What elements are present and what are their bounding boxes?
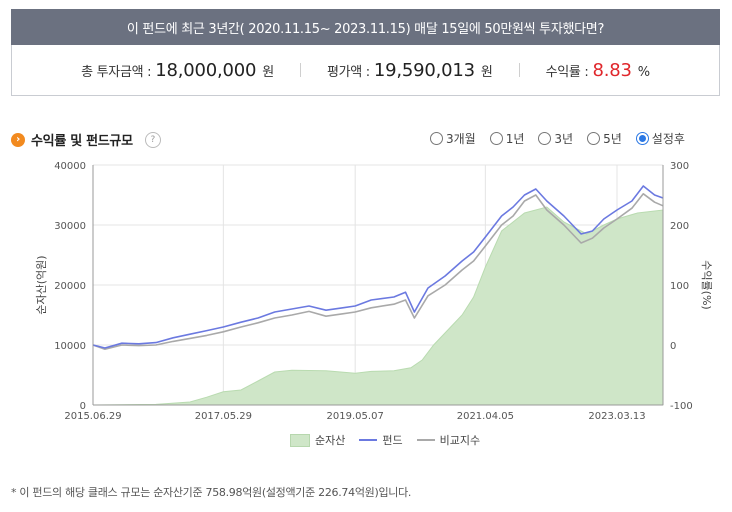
returns-and-fund-size-chart: 0 10000 20000 30000 40000 -100 0 100 200 300 2015.… (35, 161, 713, 422)
radio-icon[interactable] (489, 132, 503, 145)
period-selector: 3개월 1년 3년 5년 설정후 (430, 130, 699, 147)
evaluation-label: 평가액 : (326, 64, 370, 80)
summary-box: 총 투자금액 : 18,000,000 원 평가액 : 19,590,013 원… (11, 45, 720, 96)
evaluation-unit: 원 (480, 64, 493, 80)
x-tick-label: 2023.03.13 (588, 411, 645, 422)
radio-icon[interactable] (587, 132, 601, 145)
y-right-tick-label: -100 (670, 401, 693, 412)
question-icon[interactable]: ? (144, 131, 161, 148)
divider (299, 63, 301, 77)
y-left-axis-title: 순자산(억원) (35, 255, 48, 314)
legend-item-net-assets[interactable]: 순자산 (290, 432, 345, 448)
legend-label-index: 비교지수 (439, 434, 481, 447)
y-right-axis-title: 수익률(%) (700, 260, 713, 309)
section-title: 수익률 및 펀드규모 (31, 134, 133, 149)
period-option[interactable]: 3년 (538, 130, 573, 147)
series-net-assets-area (92, 206, 664, 406)
divider (518, 63, 520, 77)
return-rate: 수익률 : 8.83 % (545, 59, 651, 81)
total-investment-label: 총 투자금액 : (81, 64, 152, 80)
chart-legend: 순자산 펀드 비교지수 (290, 432, 494, 448)
period-option[interactable]: 5년 (587, 130, 622, 147)
return-unit: % (637, 64, 650, 80)
period-label: 3년 (554, 132, 574, 146)
legend-item-fund[interactable]: 펀드 (359, 432, 403, 448)
evaluation-amount: 평가액 : 19,590,013 원 (327, 60, 493, 81)
y-left-tick-label: 20000 (54, 281, 86, 292)
y-right-tick-label: 200 (670, 221, 689, 232)
legend-swatch-index (416, 439, 435, 441)
radio-icon[interactable] (635, 132, 649, 145)
radio-icon[interactable] (430, 132, 443, 145)
simulation-header: 이 펀드에 최근 3년간( 2020.11.15~ 2023.11.15) 매달… (11, 9, 720, 45)
y-right-tick-label: 0 (670, 341, 676, 352)
period-option[interactable]: 1년 (489, 130, 525, 147)
footnote: * 이 펀드의 해당 클래스 규모는 순자산기준 758.98억원(설정액기준 … (11, 486, 412, 499)
return-value: 8.83 (592, 59, 632, 81)
radio-icon[interactable] (538, 132, 552, 145)
legend-label-net-assets: 순자산 (315, 434, 346, 447)
period-label: 1년 (505, 132, 525, 146)
x-tick-label: 2019.05.07 (327, 411, 384, 422)
period-label: 3개월 (446, 132, 476, 146)
series-fund-line (92, 185, 664, 349)
simulation-title: 이 펀드에 최근 3년간( 2020.11.15~ 2023.11.15) 매달… (126, 21, 605, 37)
chevron-right-icon: › (11, 132, 25, 147)
period-option[interactable]: 3개월 (430, 130, 476, 147)
section-heading: › 수익률 및 펀드규모 ? (11, 130, 161, 149)
y-left-tick-label: 10000 (54, 341, 86, 352)
y-right-tick-label: 300 (670, 161, 689, 172)
y-left-tick-label: 30000 (54, 221, 86, 232)
y-right-tick-label: 100 (670, 281, 689, 292)
legend-swatch-net-assets (290, 433, 310, 447)
x-tick-label: 2015.06.29 (64, 411, 121, 422)
period-label: 설정후 (651, 132, 685, 146)
series-index-line (92, 192, 664, 350)
evaluation-value: 19,590,013 (373, 59, 475, 81)
total-investment: 총 투자금액 : 18,000,000 원 (81, 60, 274, 81)
y-left-tick-label: 40000 (54, 161, 86, 172)
period-label: 5년 (603, 132, 622, 146)
legend-item-index[interactable]: 비교지수 (416, 432, 481, 448)
x-tick-label: 2017.05.29 (195, 411, 252, 422)
total-investment-value: 18,000,000 (155, 59, 257, 81)
return-label: 수익률 : (545, 64, 589, 80)
total-investment-unit: 원 (262, 64, 274, 80)
y-left-tick-label: 0 (80, 401, 86, 412)
period-option[interactable]: 설정후 (635, 130, 685, 147)
legend-label-fund: 펀드 (382, 434, 403, 447)
x-tick-label: 2021.04.05 (457, 411, 514, 422)
legend-swatch-fund (359, 439, 378, 441)
